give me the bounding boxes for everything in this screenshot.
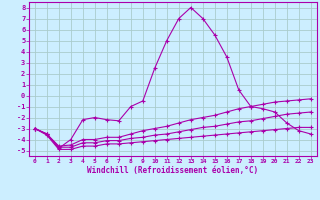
- X-axis label: Windchill (Refroidissement éolien,°C): Windchill (Refroidissement éolien,°C): [87, 166, 258, 175]
